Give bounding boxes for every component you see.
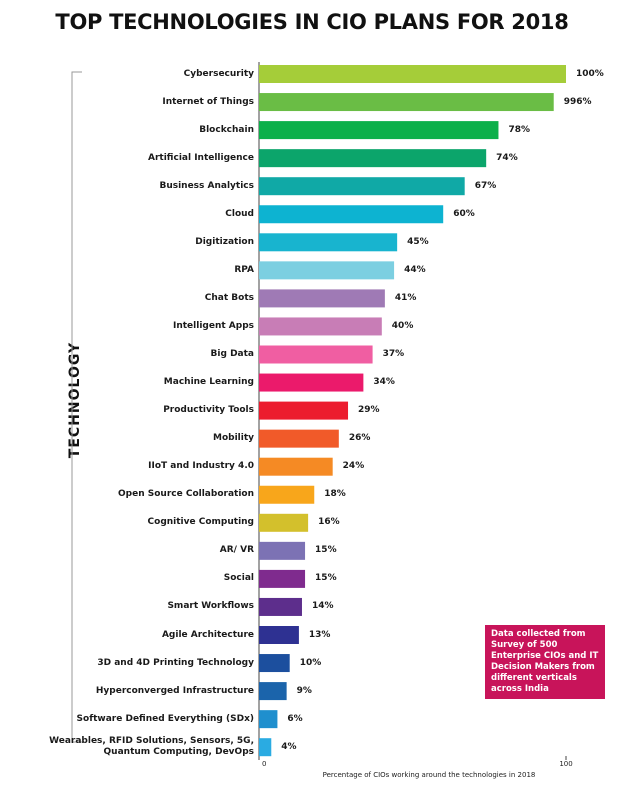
category-label: Agile Architecture: [161, 629, 254, 640]
value-label: 13%: [308, 629, 331, 640]
value-label: 41%: [394, 292, 417, 303]
bar: [259, 401, 349, 420]
bar: [259, 177, 465, 196]
value-label: 34%: [373, 377, 395, 388]
category-label: Software Defined Everything (SDx): [76, 713, 254, 724]
category-label: Intelligent Apps: [172, 320, 254, 331]
value-label: 37%: [382, 349, 405, 359]
bracket: [71, 71, 82, 743]
value-label: 44%: [404, 264, 426, 275]
value-label: 4%: [281, 741, 297, 752]
category-label: Social: [223, 573, 254, 584]
value-label: 996%: [563, 96, 592, 107]
bar: [259, 597, 302, 616]
value-label: 60%: [453, 208, 475, 219]
category-label: IIoT and Industry 4.0: [148, 461, 254, 472]
value-label: 6%: [287, 713, 303, 724]
bar: [259, 205, 444, 224]
category-label: Mobility: [212, 433, 254, 444]
bar: [259, 513, 309, 532]
bar: [259, 149, 487, 168]
value-label: 16%: [318, 517, 340, 528]
value-label: 45%: [407, 236, 429, 247]
category-label: Hyperconverged Infrastructure: [95, 685, 254, 696]
bar: [259, 121, 499, 140]
bar: [259, 93, 554, 112]
chart-title: TOP TECHNOLOGIES IN CIO PLANS FOR 2018: [55, 10, 569, 34]
value-label: 18%: [324, 489, 346, 500]
bar: [259, 738, 272, 757]
category-label: Digitization: [195, 236, 254, 247]
bar: [259, 457, 333, 476]
value-label: 14%: [311, 601, 334, 612]
bar: [259, 682, 287, 701]
category-label: Machine Learning: [163, 377, 254, 388]
value-label: 10%: [299, 657, 322, 668]
value-label: 26%: [348, 433, 371, 444]
value-label: 40%: [391, 320, 414, 331]
bar: [259, 541, 306, 560]
category-label: Chat Bots: [204, 292, 254, 303]
category-label: AR/ VR: [219, 545, 254, 556]
category-label: Internet of Things: [162, 96, 254, 107]
value-label: 100%: [576, 68, 604, 79]
bar: [259, 345, 373, 364]
bar: [259, 569, 306, 588]
value-label: 15%: [315, 573, 337, 584]
value-label: 24%: [342, 461, 365, 472]
bar: [259, 65, 566, 83]
value-label: 9%: [296, 685, 312, 696]
bar: [259, 317, 382, 336]
value-label: 67%: [474, 180, 497, 191]
x-axis-label: Percentage of CIOs working around the te…: [322, 771, 536, 779]
bar: [259, 289, 385, 308]
bar: [259, 261, 395, 280]
annotation: Data collected from Survey of 500 Enterp…: [485, 625, 605, 699]
value-label: 74%: [496, 152, 518, 163]
category-label: Artificial Intelligence: [148, 152, 254, 163]
category-label: Cybersecurity: [183, 68, 254, 79]
category-label: Cloud: [225, 208, 254, 219]
category-label: Productivity Tools: [163, 405, 254, 416]
category-label: 3D and 4D Printing Technology: [97, 657, 254, 668]
value-label: 29%: [358, 405, 380, 416]
bar: [259, 429, 339, 448]
category-label: Smart Workflows: [167, 601, 254, 612]
bar: [259, 626, 299, 644]
bar: [259, 373, 364, 392]
bar: [259, 233, 398, 252]
category-label: RPA: [234, 264, 254, 275]
category-label: Blockchain: [199, 124, 254, 135]
category-label: Cognitive Computing: [147, 517, 254, 528]
bar: [259, 654, 290, 673]
category-label: Big Data: [210, 349, 254, 359]
value-label: 15%: [315, 545, 337, 556]
category-label: Wearables, RFID Solutions, Sensors, 5G, …: [49, 736, 254, 758]
x-tick-label: 100: [559, 760, 573, 768]
value-label: 78%: [508, 124, 530, 135]
category-label: Business Analytics: [159, 180, 254, 191]
bar: [259, 710, 278, 729]
x-tick-label: 0: [262, 760, 267, 768]
category-label: Open Source Collaboration: [118, 489, 254, 500]
bar: [259, 485, 315, 504]
